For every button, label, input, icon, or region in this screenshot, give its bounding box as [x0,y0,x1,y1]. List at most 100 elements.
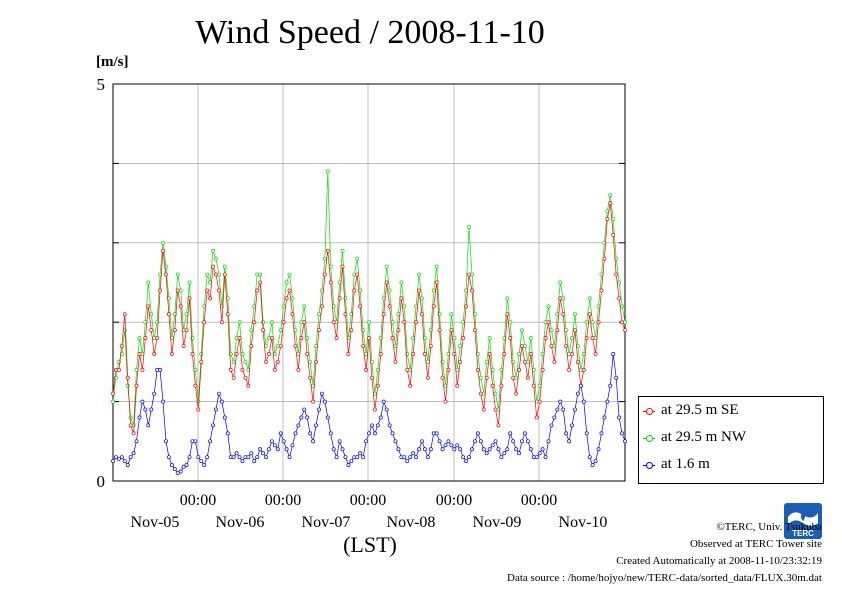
series-nw-point [211,248,215,253]
series-1-6m-point [122,459,127,464]
series-nw-point [146,280,151,285]
series-1-6m-point [140,399,145,404]
series-se-point [584,336,589,341]
series-se-point [231,375,236,380]
series-nw-point [128,415,133,420]
series-se-point [378,352,383,356]
series-se-point [225,312,230,317]
series-1-6m-point [475,431,480,436]
series-se-point [149,328,154,333]
series-nw-point [199,352,204,356]
series-1-6m-point [434,431,439,436]
series-1-6m-point [296,423,301,428]
series-se-point [269,336,274,341]
series-1-6m-point [617,415,622,420]
series-se-point [340,264,345,269]
series-nw-point [417,272,421,277]
series-nw-point [111,399,115,404]
series-nw-point [322,256,327,261]
series-se-point [528,352,533,356]
series-nw-point [549,328,554,333]
legend-marker-1-6m [646,462,653,469]
series-1-6m-point [125,463,130,468]
series-1-6m-point [464,459,469,464]
series-se-point [337,296,342,301]
series-1-6m-point [175,471,180,476]
series-nw-point [340,248,345,253]
series-1-6m-point [311,439,316,444]
series-1-6m-point [193,439,198,444]
series-se-point [425,375,430,380]
series-se-point [508,336,513,341]
series-se-point [540,367,545,372]
series-1-6m-point [246,455,251,460]
series-se-point [252,320,257,325]
series-1-6m-point [470,447,474,452]
series-1-6m-point [184,463,189,468]
series-se-point [164,272,168,277]
y-tick-label: 0 [97,472,106,491]
series-se-point [499,383,504,388]
legend-item-1-6m: at 1.6 m [639,455,823,477]
series-se-point [514,391,519,396]
series-nw-point [290,296,295,301]
series-1-6m-point [390,431,395,436]
series-1-6m-point [287,455,292,460]
series-se-point [272,367,277,372]
series-se-point [581,367,586,372]
series-se-point [305,352,310,356]
series-se-point [464,304,469,309]
series-se-point [481,407,486,412]
series-1-6m-point [349,459,354,464]
series-se-point [567,367,572,372]
series-se-point [555,328,560,333]
series-1-6m-point [525,439,530,444]
series-se-point [575,359,580,364]
series-1-6m-point [611,352,616,356]
series-se-point [158,288,163,293]
series-se-point [372,407,377,412]
series-se-point [611,232,616,237]
series-1-6m-point [343,455,348,460]
series-1-6m-point [596,447,601,452]
series-se-point [599,288,604,293]
series-se-point [202,320,207,325]
series-nw-point [505,296,510,301]
series-se-point [411,352,416,356]
series-1-6m-point [355,455,360,460]
series-1-6m-point [623,439,627,444]
series-1-6m-point [361,455,366,460]
series-nw-point [584,320,589,325]
series-se-point [552,359,557,364]
series-se-point [178,304,183,309]
series-1-6m-point [520,439,524,444]
series-1-6m-point [543,455,548,460]
series-1-6m-point [178,469,183,474]
series-nw-point [231,359,236,364]
series-se-point [278,344,283,348]
series-se-point [590,336,595,341]
series-nw-point [573,312,577,317]
series-se-point [355,272,360,277]
series-nw-point [558,280,563,285]
series-1-6m-point [267,447,271,452]
series-1-6m-point [240,459,245,464]
series-nw-point [261,320,266,325]
series-nw-point [187,280,192,285]
series-se-point [564,344,569,348]
series-1-6m-point [411,451,416,456]
series-1-6m-point [420,439,424,444]
series-nw-point [467,224,471,229]
series-se-point [249,344,254,348]
series-se-point [361,344,366,348]
series-nw-point [431,288,436,293]
series-se-point [255,288,260,293]
series-1-6m-point [590,463,595,468]
series-nw-point [214,256,218,261]
series-nw-point [175,272,180,277]
series-nw-point [402,304,407,309]
series-1-6m-point [555,407,560,412]
series-1-6m-point [358,451,363,456]
x-tick-time-label: 00:00 [265,492,301,509]
x-tick-date-label: Nov-10 [559,514,608,531]
